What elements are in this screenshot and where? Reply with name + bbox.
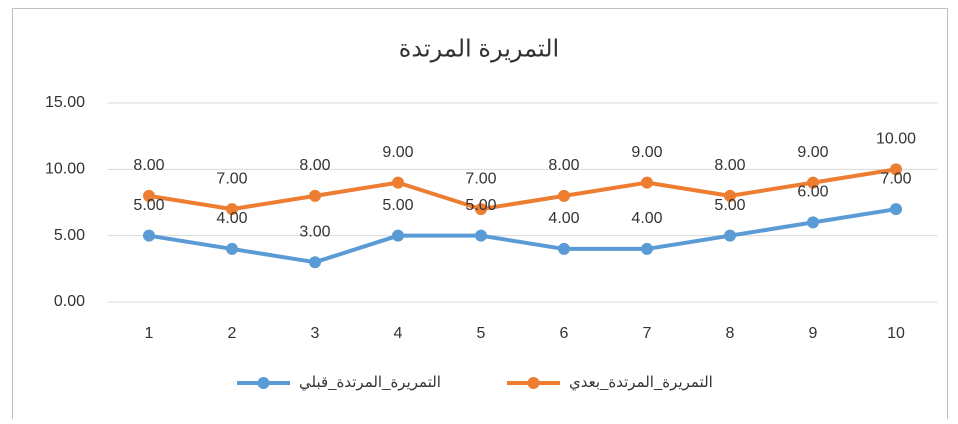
legend-label: التمريرة_المرتدة_بعدي bbox=[569, 374, 713, 392]
x-tick-label: 10 bbox=[887, 325, 905, 342]
data-label: 8.00 bbox=[299, 157, 330, 174]
data-label: 7.00 bbox=[880, 170, 911, 187]
data-label: 8.00 bbox=[133, 157, 164, 174]
data-label: 4.00 bbox=[631, 210, 662, 227]
data-point bbox=[890, 203, 902, 216]
data-point bbox=[890, 163, 902, 176]
data-point bbox=[309, 189, 321, 202]
data-point bbox=[143, 229, 155, 242]
y-tick-label: 15.00 bbox=[45, 94, 85, 111]
x-tick-label: 5 bbox=[477, 325, 486, 342]
x-tick-label: 2 bbox=[228, 325, 237, 342]
data-point bbox=[475, 229, 487, 242]
data-point bbox=[475, 203, 487, 216]
data-label: 5.00 bbox=[382, 197, 413, 214]
legend-label: التمريرة_المرتدة_قبلي bbox=[299, 374, 441, 392]
x-tick-label: 4 bbox=[394, 325, 403, 342]
x-tick-label: 1 bbox=[145, 325, 154, 342]
data-label: 3.00 bbox=[299, 223, 330, 240]
data-label: 8.00 bbox=[548, 157, 579, 174]
y-tick-label: 10.00 bbox=[45, 161, 85, 178]
x-tick-label: 7 bbox=[643, 325, 652, 342]
series-line bbox=[148, 207, 897, 265]
data-point bbox=[226, 203, 238, 216]
y-tick-label: 5.00 bbox=[54, 227, 85, 244]
data-label: 8.00 bbox=[714, 157, 745, 174]
data-point bbox=[807, 216, 819, 229]
data-point bbox=[392, 229, 404, 242]
data-label: 9.00 bbox=[631, 144, 662, 161]
data-label: 9.00 bbox=[382, 144, 413, 161]
data-label: 4.00 bbox=[548, 210, 579, 227]
data-label: 7.00 bbox=[465, 170, 496, 187]
data-label: 5.00 bbox=[133, 197, 164, 214]
data-point bbox=[724, 229, 736, 242]
data-point bbox=[558, 242, 570, 255]
data-point bbox=[641, 176, 653, 189]
x-tick-label: 8 bbox=[726, 325, 735, 342]
data-point bbox=[143, 189, 155, 202]
data-point bbox=[724, 189, 736, 202]
x-tick-label: 3 bbox=[311, 325, 320, 342]
chart-title: التمريرة المرتدة bbox=[399, 35, 559, 62]
legend-marker bbox=[527, 377, 540, 389]
data-point bbox=[807, 176, 819, 189]
data-point bbox=[641, 242, 653, 255]
x-tick-label: 6 bbox=[560, 325, 569, 342]
data-label: 5.00 bbox=[714, 197, 745, 214]
y-tick-label: 0.00 bbox=[54, 293, 85, 310]
data-point bbox=[309, 256, 321, 269]
data-label: 7.00 bbox=[216, 170, 247, 187]
series-line bbox=[148, 167, 897, 212]
data-label: 10.00 bbox=[876, 131, 916, 148]
x-tick-label: 9 bbox=[809, 325, 818, 342]
data-label: 9.00 bbox=[797, 144, 828, 161]
data-label: 5.00 bbox=[465, 197, 496, 214]
legend-marker bbox=[257, 377, 270, 389]
data-point bbox=[226, 242, 238, 255]
data-point bbox=[392, 176, 404, 189]
data-point bbox=[558, 189, 570, 202]
data-label: 4.00 bbox=[216, 210, 247, 227]
data-label: 6.00 bbox=[797, 184, 828, 201]
chart-frame bbox=[12, 8, 948, 424]
